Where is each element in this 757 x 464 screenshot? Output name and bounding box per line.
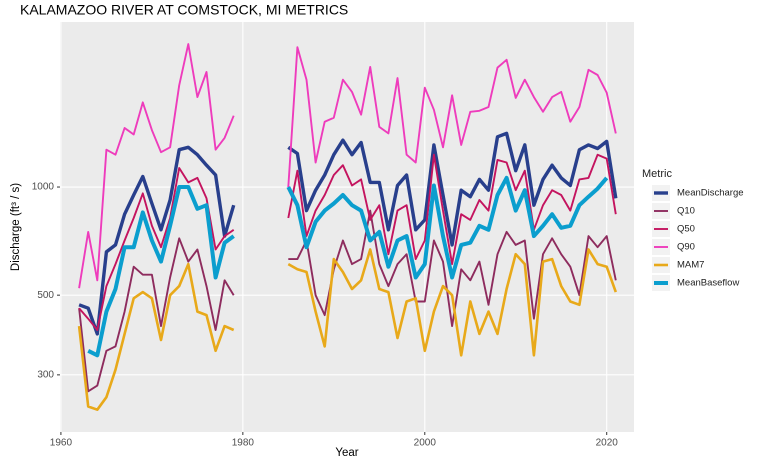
y-axis-label: Discharge (ft³ / s): [10, 183, 22, 271]
y-tick-label: 500: [37, 290, 54, 301]
x-tick-label: 1960: [50, 438, 73, 449]
legend-label: MeanBaseflow: [677, 278, 739, 289]
series-line: [77, 248, 618, 411]
x-tick-label: 1980: [232, 438, 255, 449]
series-line: [87, 175, 609, 358]
legend-label: MAM7: [677, 260, 704, 271]
x-axis-label: Year: [335, 447, 358, 459]
x-tick-label: 2020: [596, 438, 619, 449]
plot-panel: [60, 22, 634, 432]
series-line: [78, 209, 617, 393]
legend-label: Q10: [677, 206, 695, 217]
legend-label: Q90: [677, 242, 695, 253]
series-line: [78, 43, 617, 289]
x-tick-label: 2000: [414, 438, 437, 449]
legend-title: Metric: [642, 168, 672, 180]
y-tick-label: 1000: [32, 182, 55, 193]
y-tick-label: 300: [37, 370, 54, 381]
chart-title: KALAMAZOO RIVER AT COMSTOCK, MI METRICS: [20, 2, 348, 18]
series-line: [78, 131, 618, 336]
legend-label: MeanDischarge: [677, 188, 744, 199]
legend-label: Q50: [677, 224, 695, 235]
